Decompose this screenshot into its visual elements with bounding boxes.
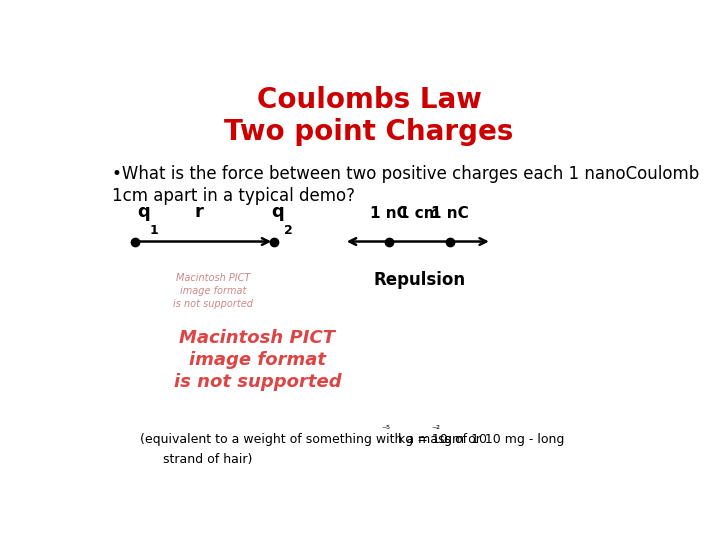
Text: Macintosh PICT
image format
is not supported: Macintosh PICT image format is not suppo… [173,273,253,309]
Text: q: q [271,202,284,221]
Text: r: r [194,202,203,221]
Text: •What is the force between two positive charges each 1 nanoCoulomb
1cm apart in : •What is the force between two positive … [112,165,700,205]
Text: 1 nC: 1 nC [431,206,469,221]
Text: 1 cm: 1 cm [399,206,439,221]
Text: (equivalent to a weight of something with a mass of 10: (equivalent to a weight of something wit… [140,433,487,446]
Text: Macintosh PICT
image format
is not supported: Macintosh PICT image format is not suppo… [174,329,341,392]
Text: q: q [138,202,150,221]
Text: 1 nC: 1 nC [369,206,408,221]
Text: kg = 10: kg = 10 [394,433,448,446]
Text: ⁻²: ⁻² [431,426,441,435]
Text: 2: 2 [284,224,292,237]
Text: strand of hair): strand of hair) [151,453,253,465]
Text: gm or 10 mg - long: gm or 10 mg - long [441,433,564,446]
Text: Coulombs Law
Two point Charges: Coulombs Law Two point Charges [225,85,513,146]
Text: Repulsion: Repulsion [373,271,465,288]
Text: ⁻⁵: ⁻⁵ [382,426,390,435]
Text: 1: 1 [150,224,158,237]
